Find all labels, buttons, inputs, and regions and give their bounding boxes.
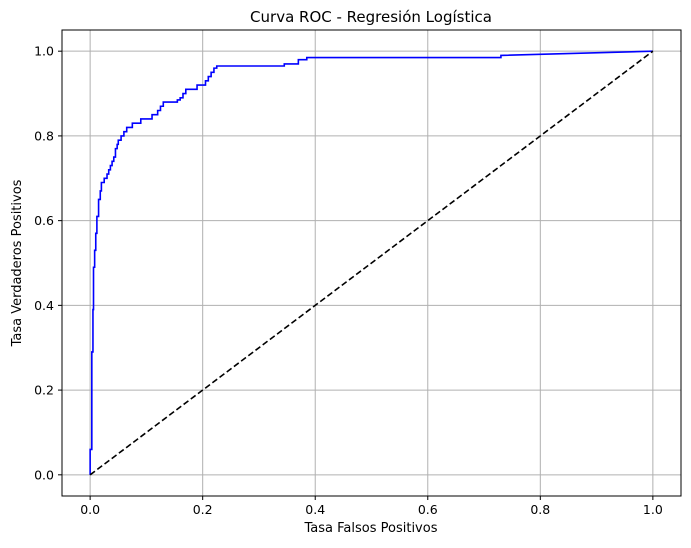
plot-frame bbox=[61, 29, 682, 497]
chance-diagonal-line bbox=[89, 50, 654, 476]
x-tick-label: 0.4 bbox=[305, 502, 325, 517]
x-axis-ticks: 0.0 0.2 0.4 0.6 0.8 1.0 bbox=[80, 496, 663, 517]
x-tick-label: 0.2 bbox=[193, 502, 213, 517]
x-tick-label: 0.6 bbox=[418, 502, 438, 517]
series-layer bbox=[89, 50, 654, 476]
roc-curve-line bbox=[89, 50, 653, 475]
x-axis-label: Tasa Falsos Positivos bbox=[304, 521, 438, 536]
y-tick-label: 0.2 bbox=[34, 383, 54, 398]
x-tick-label: 0.0 bbox=[80, 502, 100, 517]
y-axis-label: Tasa Verdaderos Positivos bbox=[10, 179, 25, 347]
x-tick-label: 1.0 bbox=[643, 502, 663, 517]
y-tick-label: 0.0 bbox=[34, 467, 54, 482]
y-gridlines bbox=[62, 50, 681, 476]
x-gridlines bbox=[89, 30, 654, 496]
y-tick-label: 0.4 bbox=[34, 298, 54, 313]
y-tick-label: 0.8 bbox=[34, 128, 54, 143]
chart-title: Curva ROC - Regresión Logística bbox=[250, 8, 492, 26]
y-tick-label: 0.6 bbox=[34, 213, 54, 228]
x-tick-label: 0.8 bbox=[530, 502, 550, 517]
y-tick-label: 1.0 bbox=[34, 44, 54, 59]
y-axis-ticks: 0.0 0.2 0.4 0.6 0.8 1.0 bbox=[34, 44, 62, 482]
